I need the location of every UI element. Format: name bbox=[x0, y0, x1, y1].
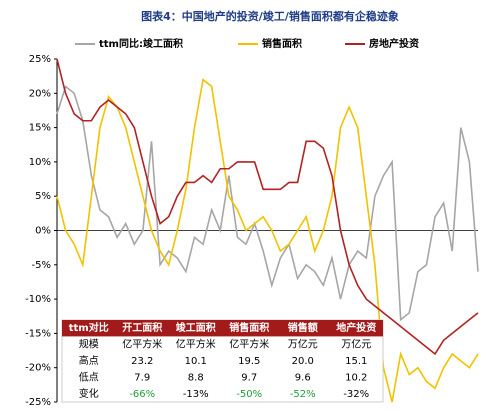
series-line bbox=[56, 78, 479, 403]
legend-label: 销售面积 bbox=[262, 37, 302, 50]
table-cell: 9.7 bbox=[241, 372, 257, 383]
table-cell: -52% bbox=[290, 389, 316, 400]
legend-label: ttm同比:竣工面积 bbox=[99, 37, 183, 50]
y-tick-label: 5% bbox=[35, 191, 51, 202]
table-cell: 9.6 bbox=[295, 372, 311, 383]
table-cell: 23.2 bbox=[131, 356, 153, 367]
table-cell: 万亿元 bbox=[288, 338, 318, 351]
y-tick-label: 0% bbox=[35, 226, 51, 237]
y-tick-label: -25% bbox=[25, 397, 51, 408]
series-line bbox=[56, 58, 479, 356]
y-tick-label: 25% bbox=[29, 54, 51, 65]
table-cell: -32% bbox=[343, 389, 369, 400]
table-header: ttm对比 bbox=[69, 321, 109, 334]
table-cell: 亿平方米 bbox=[122, 338, 162, 351]
table-header: 地产投资 bbox=[336, 321, 376, 334]
table-cell: 变化 bbox=[79, 387, 99, 400]
table-cell: 高点 bbox=[79, 354, 99, 367]
table-cell: -66% bbox=[129, 389, 155, 400]
table-cell: 10.1 bbox=[185, 356, 207, 367]
table-cell: 亿平方米 bbox=[229, 338, 269, 351]
table-cell: 规模 bbox=[79, 338, 99, 351]
table-cell: 万亿元 bbox=[341, 338, 371, 351]
chart-title: 图表4：中国地产的投资/竣工/销售面积都有企稳迹象 bbox=[141, 9, 399, 23]
table-cell: 8.8 bbox=[188, 372, 204, 383]
table-header-bg bbox=[62, 320, 383, 337]
legend-label: 房地产投资 bbox=[369, 37, 419, 50]
table-cell: 20.0 bbox=[292, 356, 314, 367]
table-cell: -50% bbox=[236, 389, 262, 400]
table-cell: 15.1 bbox=[345, 356, 367, 367]
series-line bbox=[56, 85, 479, 322]
table-header: 开工面积 bbox=[122, 321, 162, 334]
y-tick-label: -15% bbox=[25, 328, 51, 339]
y-tick-label: -5% bbox=[32, 260, 51, 271]
table-header: 销售面积 bbox=[229, 321, 269, 334]
table-cell: 亿平方米 bbox=[176, 338, 216, 351]
table-header: 销售额 bbox=[288, 321, 318, 334]
y-tick-label: 20% bbox=[29, 88, 51, 99]
table-cell: 7.9 bbox=[134, 372, 150, 383]
table-cell: 10.2 bbox=[345, 372, 367, 383]
table-cell: 低点 bbox=[79, 370, 99, 383]
y-tick-label: -20% bbox=[25, 363, 51, 374]
table-header: 竣工面积 bbox=[176, 321, 216, 334]
y-tick-label: 15% bbox=[29, 123, 51, 134]
table-cell: 19.5 bbox=[238, 356, 260, 367]
table-cell: -13% bbox=[183, 389, 209, 400]
y-tick-label: -10% bbox=[25, 294, 51, 305]
y-tick-label: 10% bbox=[29, 157, 51, 168]
